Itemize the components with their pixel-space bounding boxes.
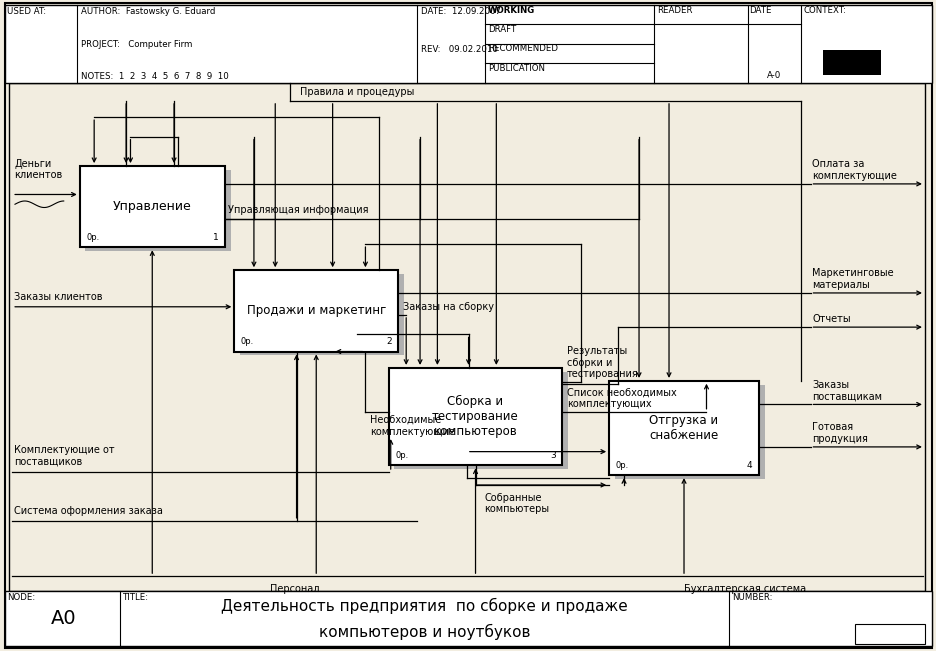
Text: Правила и процедуры: Правила и процедуры: [300, 87, 414, 98]
Text: Управление: Управление: [112, 201, 192, 213]
Text: компьютеров и ноутбуков: компьютеров и ноутбуков: [318, 624, 530, 640]
Bar: [608, 381, 758, 475]
Text: Сборка и
тестирование
компьютеров: Сборка и тестирование компьютеров: [431, 395, 519, 438]
Text: DATE: DATE: [749, 6, 771, 15]
Bar: [822, 50, 880, 75]
Text: Заказы на сборку: Заказы на сборку: [402, 302, 493, 312]
Text: TITLE:: TITLE:: [123, 593, 149, 602]
Text: READER: READER: [656, 6, 692, 15]
Text: 4: 4: [746, 461, 752, 470]
Text: NUMBER:: NUMBER:: [731, 593, 771, 602]
Text: REV:   09.02.2010: REV: 09.02.2010: [420, 45, 497, 54]
Text: Заказы
поставщикам: Заказы поставщикам: [812, 380, 882, 401]
Text: 0р.: 0р.: [615, 461, 628, 470]
Text: Оплата за
комплектующие: Оплата за комплектующие: [812, 159, 897, 180]
Text: 3: 3: [549, 451, 555, 460]
Text: Комплектующие от
поставщиков: Комплектующие от поставщиков: [14, 445, 114, 467]
Text: Необходимые
комплектующие: Необходимые комплектующие: [370, 415, 455, 437]
Text: DRAFT: DRAFT: [488, 25, 516, 34]
Bar: [85, 170, 230, 251]
Text: 0р.: 0р.: [395, 451, 408, 460]
Text: A0: A0: [51, 609, 77, 628]
Bar: [5, 5, 931, 83]
Text: Маркетинговые
материалы: Маркетинговые материалы: [812, 268, 893, 290]
Text: 0р.: 0р.: [241, 337, 254, 346]
Text: DATE:  12.09.2007: DATE: 12.09.2007: [420, 7, 500, 16]
Text: RECOMMENDED: RECOMMENDED: [488, 44, 558, 53]
Bar: [854, 624, 924, 644]
Bar: [240, 274, 403, 355]
Text: Деятельность предприятия  по сборке и продаже: Деятельность предприятия по сборке и про…: [221, 598, 627, 615]
Text: Бухгалтерская система: Бухгалтерская система: [683, 584, 805, 594]
Text: Список необходимых
комплектующих: Список необходимых комплектующих: [566, 387, 676, 409]
Bar: [388, 368, 562, 465]
Text: Заказы клиентов: Заказы клиентов: [14, 292, 102, 301]
Text: CONTEXT:: CONTEXT:: [803, 6, 846, 15]
Text: Собранные
компьютеры: Собранные компьютеры: [484, 493, 548, 514]
Text: Система оформления заказа: Система оформления заказа: [14, 506, 163, 516]
Text: PROJECT:   Computer Firm: PROJECT: Computer Firm: [80, 40, 192, 49]
Bar: [614, 385, 764, 479]
Bar: [80, 166, 225, 247]
Bar: [5, 591, 931, 646]
Text: Отчеты: Отчеты: [812, 314, 850, 324]
Text: 2: 2: [386, 337, 391, 346]
Text: Отгрузка и
снабжение: Отгрузка и снабжение: [649, 414, 718, 442]
Text: USED AT:: USED AT:: [7, 7, 47, 16]
Text: Деньги
клиентов: Деньги клиентов: [14, 159, 62, 180]
Text: Готовая
продукция: Готовая продукция: [812, 422, 868, 444]
Bar: [9, 83, 924, 591]
Text: Управляющая информация: Управляющая информация: [227, 205, 368, 215]
Text: 1: 1: [212, 233, 218, 242]
Bar: [234, 270, 398, 352]
Text: AUTHOR:  Fastowsky G. Eduard: AUTHOR: Fastowsky G. Eduard: [80, 7, 214, 16]
Text: A-0: A-0: [766, 71, 780, 80]
Text: Продажи и маркетинг: Продажи и маркетинг: [246, 305, 386, 317]
Text: 0р.: 0р.: [86, 233, 99, 242]
Text: Персонал: Персонал: [271, 584, 319, 594]
Text: Результаты
сборки и
тестирования: Результаты сборки и тестирования: [566, 346, 638, 379]
Text: NOTES:  1  2  3  4  5  6  7  8  9  10: NOTES: 1 2 3 4 5 6 7 8 9 10: [80, 72, 228, 81]
Text: WORKING: WORKING: [488, 6, 534, 15]
Text: PUBLICATION: PUBLICATION: [488, 64, 545, 73]
Bar: [394, 372, 567, 469]
Text: NODE:: NODE:: [7, 593, 36, 602]
